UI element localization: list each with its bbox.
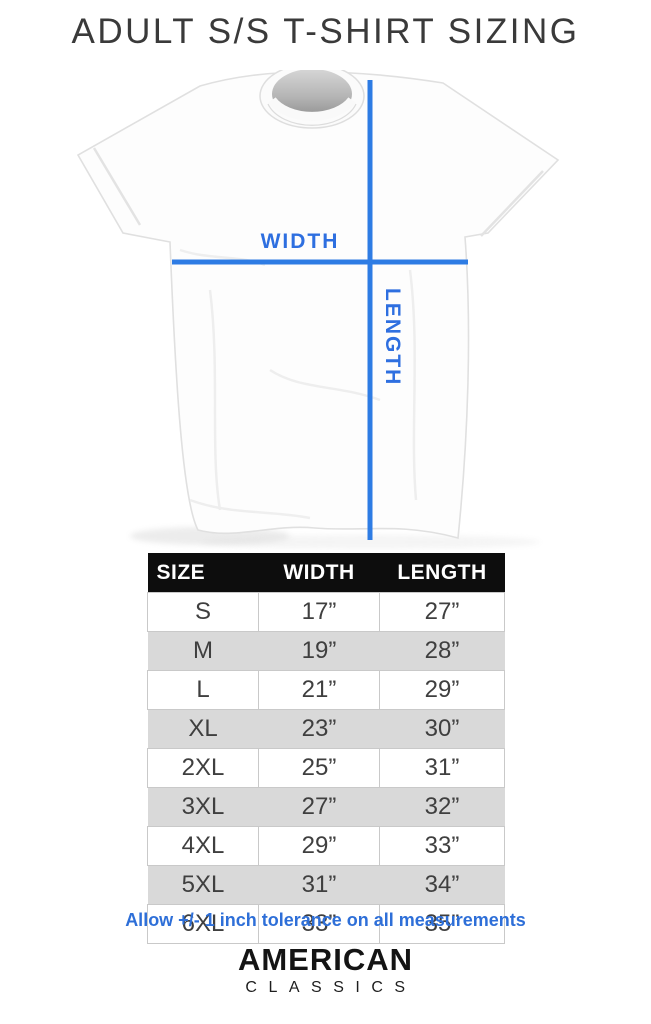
size-cell: 2XL	[147, 748, 259, 788]
collar	[259, 70, 365, 129]
col-header-width: WIDTH	[258, 553, 380, 593]
size-table: SIZE WIDTH LENGTH S 17” 27” M 19” 28” L …	[147, 553, 505, 944]
size-cell: L	[147, 670, 259, 710]
length-cell: 35”	[379, 904, 505, 944]
right-cuff-line	[480, 170, 544, 237]
size-cell: S	[147, 592, 259, 632]
brand-name-classics: CLASSICS	[245, 979, 417, 996]
size-cell: 4XL	[147, 826, 259, 866]
size-cell: M	[147, 631, 259, 671]
length-cell: 27”	[379, 592, 505, 632]
size-table-header: SIZE WIDTH LENGTH	[147, 553, 505, 593]
width-cell: 19”	[258, 631, 380, 671]
col-header-size: SIZE	[147, 553, 259, 593]
shirt-shadow-2	[200, 535, 540, 549]
table-row: M 19” 28”	[147, 631, 505, 671]
table-row: L 21” 29”	[147, 670, 505, 710]
length-cell: 31”	[379, 748, 505, 788]
length-cell: 28”	[379, 631, 505, 671]
size-cell: 3XL	[147, 787, 259, 827]
table-row: 5XL 31” 34”	[147, 865, 505, 905]
table-row: 6XL 33” 35”	[147, 904, 505, 944]
tshirt-diagram: WIDTH LENGTH	[60, 70, 591, 550]
tshirt-illustration	[76, 70, 560, 549]
width-cell: 29”	[258, 826, 380, 866]
header-row: SIZE WIDTH LENGTH	[147, 553, 505, 593]
width-cell: 31”	[258, 865, 380, 905]
col-header-length: LENGTH	[379, 553, 505, 593]
tolerance-note: Allow +/- 1 inch tolerance on all measur…	[125, 910, 526, 930]
size-cell: 6XL	[147, 904, 259, 944]
length-cell: 33”	[379, 826, 505, 866]
width-cell: 33”	[258, 904, 380, 944]
table-row: 2XL 25” 31”	[147, 748, 505, 788]
size-cell: XL	[147, 709, 259, 749]
size-cell: 5XL	[147, 865, 259, 905]
left-cuff-line	[92, 147, 142, 226]
length-cell: 34”	[379, 865, 505, 905]
brand-logo: AMERICAN CLASSICS	[0, 942, 651, 997]
length-label: LENGTH	[381, 288, 404, 387]
length-cell: 30”	[379, 709, 505, 749]
width-label: WIDTH	[260, 230, 340, 253]
width-cell: 17”	[258, 592, 380, 632]
table-row: 4XL 29” 33”	[147, 826, 505, 866]
page-title: ADULT S/S T-SHIRT SIZING	[71, 12, 580, 51]
table-row: XL 23” 30”	[147, 709, 505, 749]
size-table-body: S 17” 27” M 19” 28” L 21” 29” XL 23” 30”…	[147, 592, 505, 944]
table-row: S 17” 27”	[147, 592, 505, 632]
width-cell: 25”	[258, 748, 380, 788]
width-cell: 23”	[258, 709, 380, 749]
length-cell: 32”	[379, 787, 505, 827]
table-row: 3XL 27” 32”	[147, 787, 505, 827]
width-cell: 21”	[258, 670, 380, 710]
width-cell: 27”	[258, 787, 380, 827]
wrinkle-lines	[179, 248, 418, 520]
length-cell: 29”	[379, 670, 505, 710]
brand-name-american: AMERICAN	[237, 942, 414, 977]
tshirt-body	[76, 71, 560, 540]
